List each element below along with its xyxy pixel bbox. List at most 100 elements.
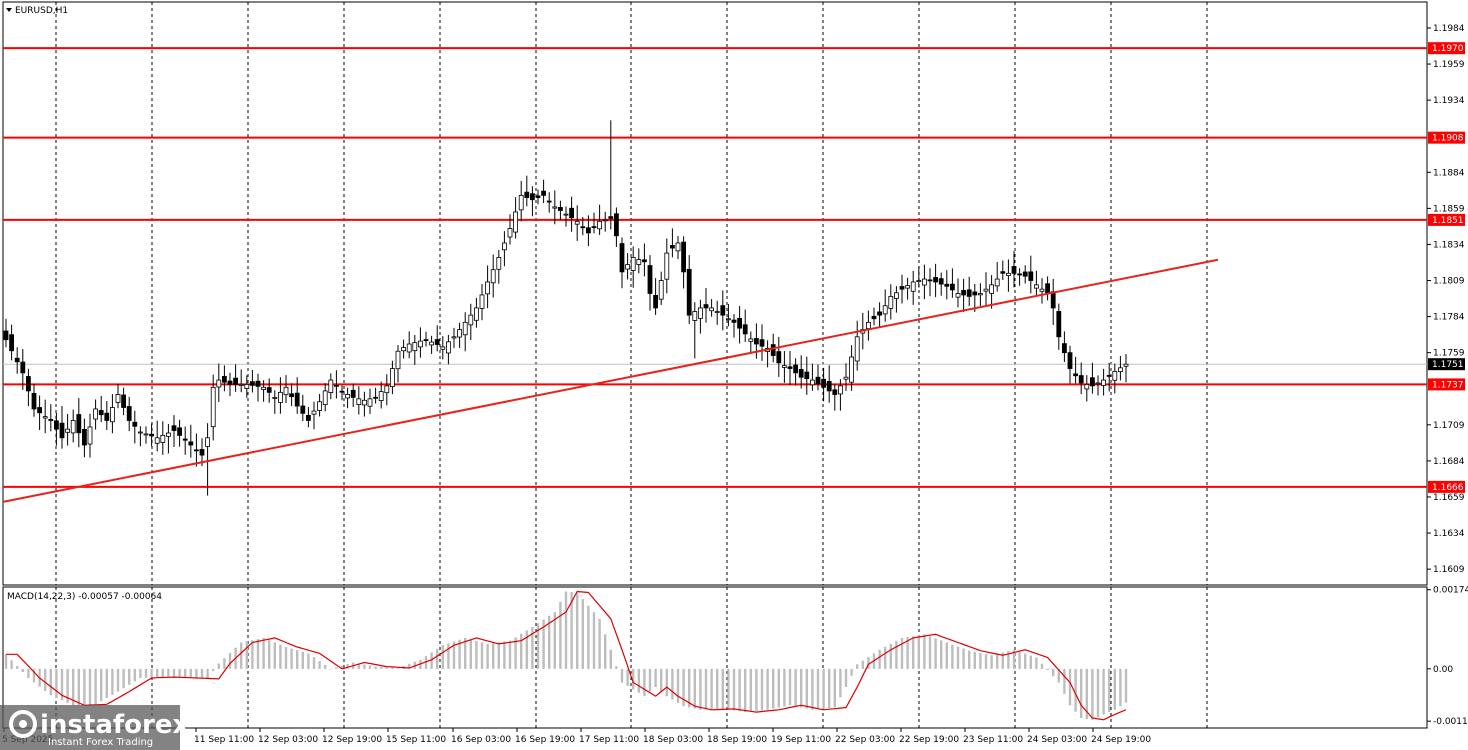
candle-body	[361, 399, 367, 406]
candle-body	[731, 319, 737, 323]
candle-body	[406, 343, 412, 353]
candle-body	[709, 307, 714, 312]
candle-body	[311, 410, 317, 415]
macd-histogram-bar	[710, 668, 713, 710]
macd-histogram-bar	[385, 667, 388, 669]
macd-histogram-bar	[290, 648, 293, 669]
candle-body	[423, 339, 429, 342]
candle-body	[737, 318, 742, 329]
macd-histogram-bar	[783, 668, 786, 707]
macd-histogram-bar	[587, 605, 590, 669]
macd-histogram-bar	[1007, 651, 1010, 669]
macd-histogram-bar	[878, 649, 881, 669]
candle-body	[1056, 311, 1062, 338]
candle-body	[1022, 271, 1028, 277]
macd-histogram-bar	[615, 666, 618, 669]
macd-histogram-bar	[828, 668, 831, 709]
macd-histogram-bar	[32, 668, 36, 683]
macd-histogram-bar	[27, 668, 30, 678]
candle-body	[445, 341, 451, 354]
candle-body	[328, 379, 334, 393]
candle-body	[558, 207, 563, 211]
macd-histogram-bar	[727, 668, 730, 710]
macd-histogram-bar	[105, 668, 108, 698]
instaforex-watermark: instaforex Instant Forex Trading	[0, 705, 190, 750]
candle-body	[546, 200, 552, 203]
candle-body	[87, 426, 93, 445]
main-plot-frame	[2, 1, 1428, 586]
macd-histogram-bar	[884, 646, 887, 669]
candle-body	[205, 437, 211, 447]
candle-body	[754, 338, 759, 345]
price-tick-label: 1.1859	[1433, 204, 1465, 214]
candle-body	[485, 281, 491, 295]
macd-histogram-bar	[256, 639, 260, 669]
candle-body	[664, 252, 670, 280]
macd-histogram-bar	[486, 643, 489, 669]
macd-histogram-bar	[464, 637, 467, 669]
candle-body	[395, 350, 401, 370]
price-axis: 1.1984 1.1959 1.1934 1.1884 1.1859 1.1834 1.18…	[1427, 24, 1468, 727]
candle-body	[1095, 382, 1101, 385]
price-tick-label: 1.1809	[1433, 277, 1465, 287]
candle-body	[160, 435, 166, 443]
candle-body	[1028, 271, 1034, 281]
candle-body	[451, 336, 457, 339]
candle-body	[389, 368, 395, 388]
candle-body	[1062, 343, 1067, 354]
candle-body	[345, 394, 351, 399]
macd-histogram-bar	[1108, 668, 1111, 713]
macd-histogram-bar	[184, 668, 187, 678]
trendline-group	[2, 258, 1219, 503]
time-label: 24 Sep 03:00	[1027, 735, 1087, 745]
macd-histogram-bar	[553, 612, 556, 669]
macd-histogram-bar	[1040, 663, 1044, 669]
macd-histogram-bar	[200, 668, 204, 679]
macd-histogram-bar	[1018, 651, 1021, 669]
candle-body	[121, 394, 126, 408]
macd-signal-line	[6, 590, 1127, 721]
macd-histogram-bar	[704, 668, 708, 710]
time-label: 16 Sep 03:00	[451, 735, 511, 745]
candle-body	[938, 278, 944, 285]
price-tick-label: 1.1609	[1433, 565, 1465, 575]
macd-histogram-bar	[139, 668, 142, 678]
macd-histogram-bar	[833, 668, 836, 708]
symbol-title[interactable]: EURUSD,H1	[6, 6, 68, 16]
macd-histogram-bar	[581, 599, 584, 669]
candle-body	[154, 437, 160, 444]
macd-histogram-bar	[592, 612, 596, 669]
candle-body	[356, 398, 362, 405]
candle-body	[496, 257, 502, 270]
macd-histogram-bar	[1085, 668, 1088, 719]
macd-histogram-bar	[368, 665, 372, 669]
macd-histogram-bar	[777, 668, 780, 708]
macd-histogram-bar	[671, 668, 674, 700]
candle-body	[994, 278, 1000, 287]
candle-body	[608, 216, 614, 219]
candle-body	[1000, 271, 1006, 274]
price-tick-label: 1.1934	[1433, 96, 1465, 106]
macd-histogram-bar	[262, 637, 265, 669]
macd-histogram-bar	[956, 646, 960, 669]
candle-body	[457, 329, 463, 338]
candle-body	[322, 390, 328, 406]
macd-histogram-bar	[122, 668, 125, 689]
candle-body	[199, 449, 205, 456]
candle-body	[552, 206, 558, 209]
candle-body	[882, 305, 888, 315]
candle-body	[714, 311, 720, 313]
candle-body	[490, 269, 496, 284]
candle-body	[37, 407, 42, 414]
candle-body	[535, 195, 541, 198]
price-tick-label: 1.1634	[1433, 529, 1465, 539]
candle-body	[989, 284, 994, 294]
macd-histogram-bar	[934, 638, 937, 669]
macd-histogram-bar	[1091, 668, 1094, 720]
candle-body	[126, 406, 132, 421]
candle-body	[703, 304, 709, 309]
candle-body	[619, 243, 625, 273]
macd-histogram-bar	[951, 644, 954, 669]
dropdown-triangle-icon[interactable]	[6, 8, 12, 12]
candle-body	[14, 357, 20, 363]
